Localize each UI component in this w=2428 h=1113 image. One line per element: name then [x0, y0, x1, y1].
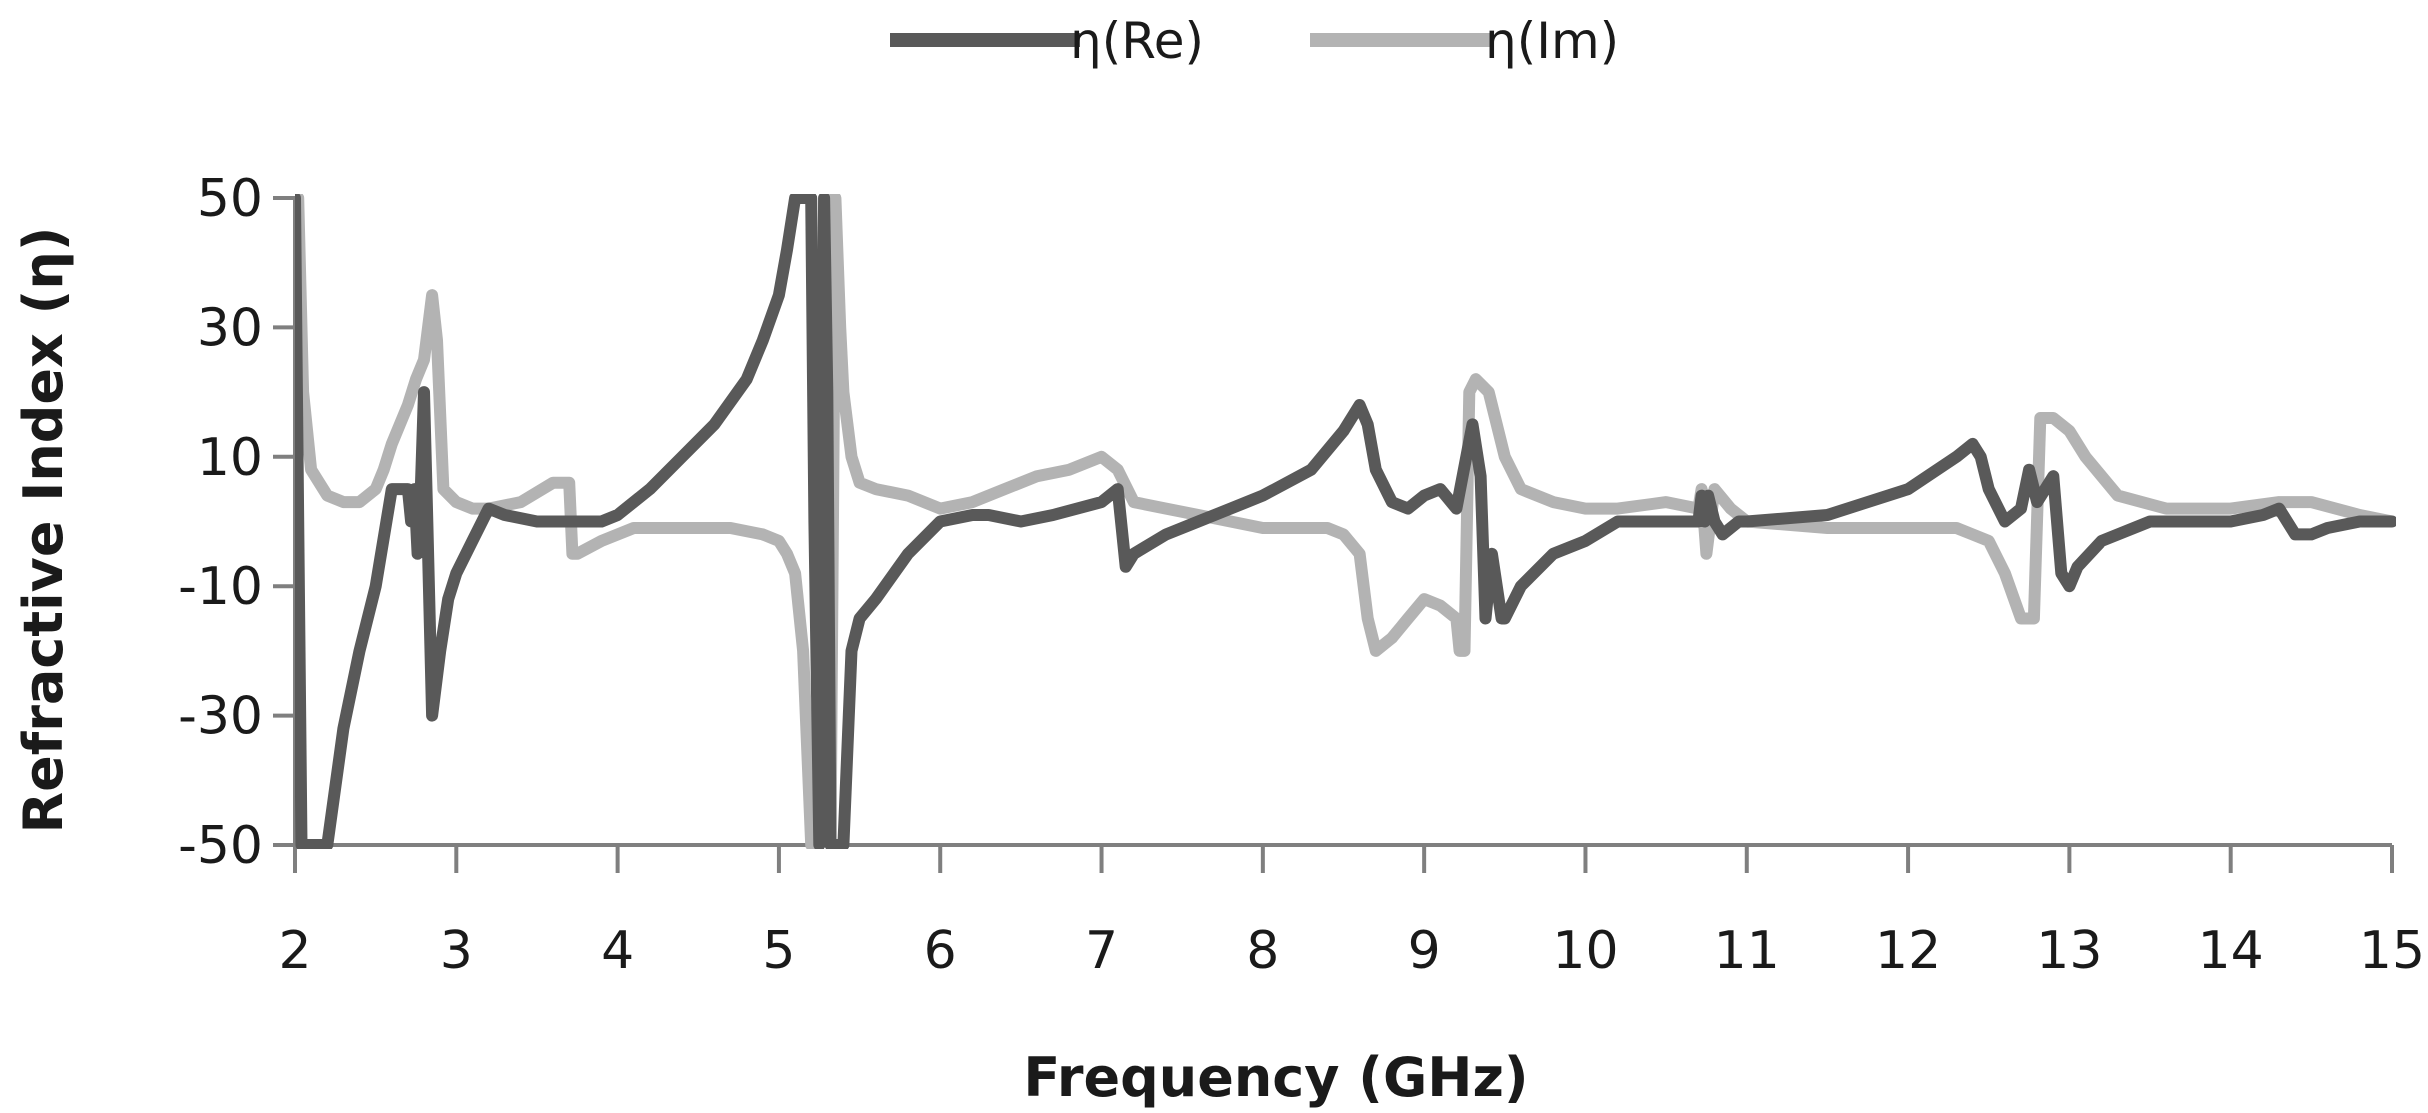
x-axis-title: Frequency (GHz)	[1023, 1046, 1528, 1109]
series-lines	[295, 194, 2396, 849]
legend: η(Re) η(Im)	[890, 12, 1619, 70]
y-tick-label: 30	[197, 298, 263, 358]
y-tick-label: -50	[178, 816, 263, 876]
series-line-re	[295, 194, 2396, 849]
y-tick-label: -30	[178, 687, 263, 747]
y-axis-ticks: 50 30 10 -10 -30 -50	[178, 169, 295, 876]
x-tick-label: 11	[1714, 921, 1780, 981]
y-axis-title: Refractive Index (η)	[12, 227, 75, 834]
x-tick-label: 14	[2198, 921, 2264, 981]
y-tick-label: -10	[178, 557, 263, 617]
x-axis-ticks: 2 3 4 5 6 7 8 9 10 11 12 13 14 15	[278, 845, 2425, 981]
x-tick-label: 9	[1408, 921, 1441, 981]
x-tick-label: 7	[1085, 921, 1118, 981]
y-tick-label: 50	[197, 169, 263, 229]
x-tick-label: 15	[2359, 921, 2425, 981]
x-tick-label: 4	[601, 921, 634, 981]
series-line-im	[295, 194, 2396, 849]
y-tick-label: 10	[197, 428, 263, 488]
x-tick-label: 13	[2036, 921, 2102, 981]
x-tick-label: 10	[1552, 921, 1618, 981]
legend-label-im: η(Im)	[1485, 12, 1619, 70]
x-tick-label: 5	[762, 921, 795, 981]
x-tick-label: 3	[440, 921, 473, 981]
legend-label-re: η(Re)	[1070, 12, 1204, 70]
x-tick-label: 2	[278, 921, 311, 981]
x-tick-label: 12	[1875, 921, 1941, 981]
x-tick-label: 8	[1246, 921, 1279, 981]
x-tick-label: 6	[924, 921, 957, 981]
